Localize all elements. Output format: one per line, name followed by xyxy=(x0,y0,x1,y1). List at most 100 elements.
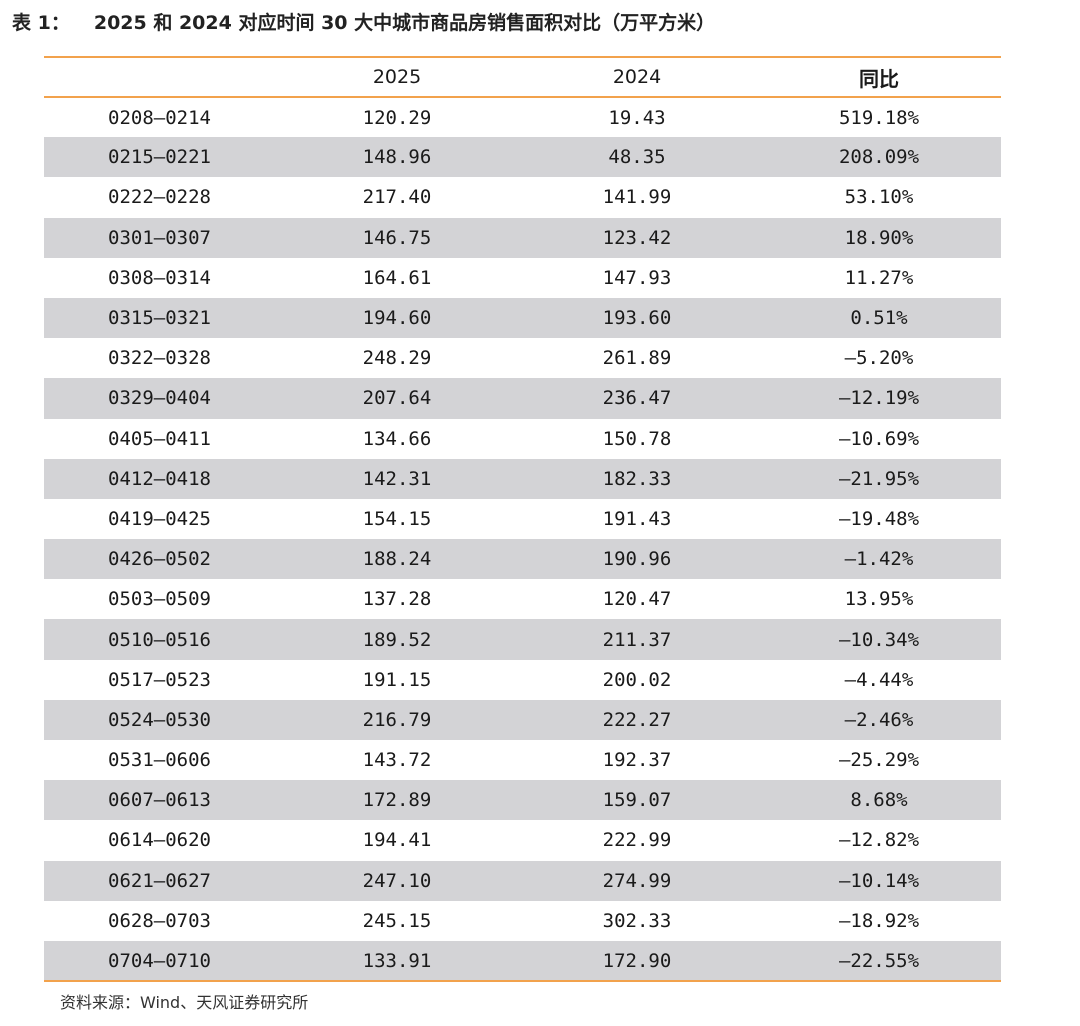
cell-2024: 200.02 xyxy=(602,668,672,691)
table-row: 0208—0214 120.29 19.43 519.18% xyxy=(44,97,1001,137)
cell-period: 0315—0321 xyxy=(108,307,211,330)
header-period xyxy=(44,57,277,97)
cell-2025: 216.79 xyxy=(362,708,432,731)
cell-2025: 217.40 xyxy=(362,186,432,209)
table-row: 0614—0620 194.41 222.99 —12.82% xyxy=(44,820,1001,860)
cell-period: 0503—0509 xyxy=(108,588,211,611)
cell-yoy: —10.69% xyxy=(838,427,920,450)
cell-2025: 194.41 xyxy=(362,829,432,852)
table-row: 0510—0516 189.52 211.37 —10.34% xyxy=(44,619,1001,660)
cell-2024: 19.43 xyxy=(608,106,666,129)
table-row: 0517—0523 191.15 200.02 —4.44% xyxy=(44,660,1001,700)
cell-2025: 247.10 xyxy=(362,869,432,892)
cell-period: 0419—0425 xyxy=(108,507,211,530)
cell-yoy: 18.90% xyxy=(844,226,914,249)
table-row: 0621—0627 247.10 274.99 —10.14% xyxy=(44,860,1001,901)
cell-yoy: —21.95% xyxy=(838,467,920,490)
table-row: 0704—0710 133.91 172.90 —22.55% xyxy=(44,940,1001,982)
cell-2025: 189.52 xyxy=(362,628,432,651)
table-row: 0607—0613 172.89 159.07 8.68% xyxy=(44,780,1001,821)
cell-2025: 191.15 xyxy=(362,668,432,691)
table-row: 0426—0502 188.24 190.96 —1.42% xyxy=(44,539,1001,580)
cell-2025: 188.24 xyxy=(362,548,432,571)
cell-2024: 192.37 xyxy=(602,749,672,772)
cell-period: 0322—0328 xyxy=(108,347,211,370)
cell-2024: 141.99 xyxy=(602,186,672,209)
cell-period: 0704—0710 xyxy=(108,949,211,972)
cell-yoy: —25.29% xyxy=(838,749,920,772)
cell-2025: 194.60 xyxy=(362,307,432,330)
cell-2025: 148.96 xyxy=(362,146,432,169)
cell-yoy: —2.46% xyxy=(844,708,914,731)
cell-2024: 193.60 xyxy=(602,307,672,330)
cell-yoy: —5.20% xyxy=(844,347,914,370)
cell-2025: 245.15 xyxy=(362,909,432,932)
table-row: 0531—0606 143.72 192.37 —25.29% xyxy=(44,740,1001,780)
cell-yoy: —12.19% xyxy=(838,387,920,410)
table-row: 0315—0321 194.60 193.60 0.51% xyxy=(44,297,1001,339)
cell-2025: 137.28 xyxy=(362,588,432,611)
table-row: 0503—0509 137.28 120.47 13.95% xyxy=(44,579,1001,619)
table-body: 0208—0214 120.29 19.43 519.18% 0215—0221 148.… xyxy=(44,97,1001,982)
cell-yoy: —12.82% xyxy=(838,829,920,852)
cell-period: 0405—0411 xyxy=(108,427,211,450)
cell-yoy: 53.10% xyxy=(844,186,914,209)
cell-yoy: —10.14% xyxy=(838,869,920,892)
cell-yoy: —1.42% xyxy=(844,548,914,571)
cell-period: 0329—0404 xyxy=(108,387,211,410)
cell-2025: 146.75 xyxy=(362,226,432,249)
cell-yoy: 0.51% xyxy=(850,307,908,330)
cell-yoy: —19.48% xyxy=(838,507,920,530)
cell-period: 0308—0314 xyxy=(108,266,211,289)
table-row: 0329—0404 207.64 236.47 —12.19% xyxy=(44,378,1001,419)
table-header: 2025 2024 同比 xyxy=(44,57,1001,97)
table-row: 0405—0411 134.66 150.78 —10.69% xyxy=(44,419,1001,459)
cell-period: 0301—0307 xyxy=(108,226,211,249)
cell-period: 0426—0502 xyxy=(108,548,211,571)
cell-2024: 120.47 xyxy=(602,588,672,611)
header-2025: 2025 xyxy=(372,66,422,88)
cell-2025: 164.61 xyxy=(362,266,432,289)
cell-2025: 120.29 xyxy=(362,106,432,129)
cell-period: 0222—0228 xyxy=(108,186,211,209)
cell-period: 0208—0214 xyxy=(108,106,211,129)
cell-2025: 142.31 xyxy=(362,467,432,490)
cell-yoy: —4.44% xyxy=(844,668,914,691)
cell-yoy: —22.55% xyxy=(838,949,920,972)
cell-2024: 236.47 xyxy=(602,387,672,410)
cell-2025: 154.15 xyxy=(362,507,432,530)
cell-2024: 222.99 xyxy=(602,829,672,852)
cell-yoy: 13.95% xyxy=(844,588,914,611)
header-row: 2025 2024 同比 xyxy=(44,57,1001,97)
table-row: 0419—0425 154.15 191.43 —19.48% xyxy=(44,499,1001,539)
cell-2024: 159.07 xyxy=(602,789,672,812)
cell-yoy: 8.68% xyxy=(850,789,908,812)
source-note: 资料来源：Wind、天风证券研究所 xyxy=(60,993,309,1012)
cell-period: 0524—0530 xyxy=(108,708,211,731)
cell-period: 0510—0516 xyxy=(108,628,211,651)
data-table-container: 2025 2024 同比 0208—0214 120.29 19.43 519.18%… xyxy=(44,56,1001,982)
cell-2024: 261.89 xyxy=(602,347,672,370)
cell-2024: 182.33 xyxy=(602,467,672,490)
cell-2025: 133.91 xyxy=(362,949,432,972)
cell-2025: 172.89 xyxy=(362,789,432,812)
table-number: 表 1： xyxy=(12,12,70,34)
cell-2025: 248.29 xyxy=(362,347,432,370)
cell-period: 0215—0221 xyxy=(108,146,211,169)
cell-period: 0412—0418 xyxy=(108,467,211,490)
cell-period: 0531—0606 xyxy=(108,749,211,772)
table-row: 0524—0530 216.79 222.27 —2.46% xyxy=(44,699,1001,740)
cell-2025: 207.64 xyxy=(362,387,432,410)
table-row: 0222—0228 217.40 141.99 53.10% xyxy=(44,177,1001,217)
table-row: 0215—0221 148.96 48.35 208.09% xyxy=(44,137,1001,178)
cell-yoy: 208.09% xyxy=(838,146,920,169)
cell-period: 0628—0703 xyxy=(108,909,211,932)
cell-2024: 150.78 xyxy=(602,427,672,450)
cell-yoy: —10.34% xyxy=(838,628,920,651)
header-yoy: 同比 xyxy=(859,66,899,91)
cell-yoy: 519.18% xyxy=(838,106,920,129)
cell-2024: 123.42 xyxy=(602,226,672,249)
table-row: 0412—0418 142.31 182.33 —21.95% xyxy=(44,458,1001,499)
cell-2024: 274.99 xyxy=(602,869,672,892)
cell-2024: 48.35 xyxy=(608,146,666,169)
